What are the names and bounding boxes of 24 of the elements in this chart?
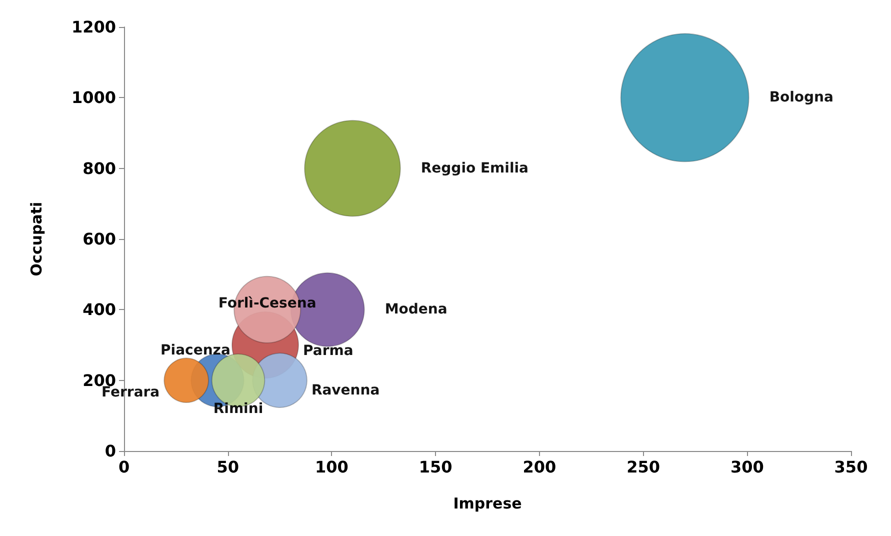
y-tick-label: 800 xyxy=(82,158,116,178)
x-axis-title: Imprese xyxy=(453,494,522,512)
series-label: Piacenza xyxy=(160,342,230,358)
series-label: Bologna xyxy=(769,90,834,106)
series-label: Rimini xyxy=(213,401,264,418)
y-tick-label: 400 xyxy=(82,300,116,320)
x-tick-label: 200 xyxy=(522,458,556,476)
x-tick-label: 150 xyxy=(418,458,452,476)
series-label: Modena xyxy=(384,302,448,318)
series-label: Forlì-Cesena xyxy=(218,296,316,312)
y-tick-label: 1200 xyxy=(71,18,116,36)
series-label: Parma xyxy=(303,343,354,359)
y-tick-label: 1000 xyxy=(71,88,116,108)
x-tick-label: 0 xyxy=(118,458,130,476)
y-tick-label: 600 xyxy=(82,230,116,248)
y-tick-label: 0 xyxy=(104,442,116,460)
y-axis-title: Occupati xyxy=(28,202,46,276)
x-tick-label: 250 xyxy=(626,458,660,476)
x-tick-label: 300 xyxy=(730,458,764,476)
x-tick-label: 350 xyxy=(834,458,868,476)
series-label: Reggio Emilia xyxy=(420,160,528,176)
x-tick-label: 100 xyxy=(315,458,348,476)
x-tick-label: 50 xyxy=(216,458,239,476)
series-label: Ravenna xyxy=(311,382,380,398)
